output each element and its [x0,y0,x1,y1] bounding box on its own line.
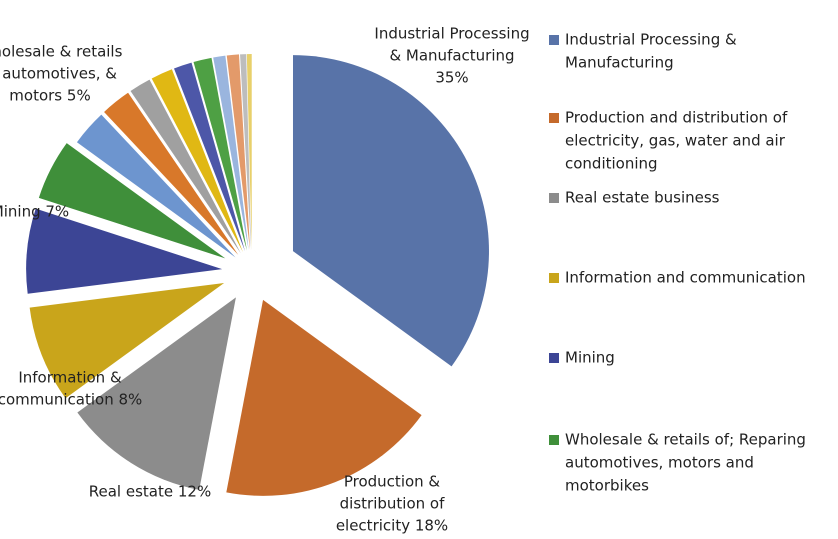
pie-slice [173,62,246,252]
legend-label: Industrial Processing & [565,31,737,49]
legend-label: automotives, motors and [565,454,754,472]
legend-label: Information and communication [565,269,806,287]
legend-label: Real estate business [565,189,720,207]
pie-slice [26,208,223,294]
pie-slice [226,299,422,496]
legend-swatch [549,273,559,283]
pie-slice [213,55,249,251]
legend-label: Manufacturing [565,54,674,72]
pie-slice [29,283,225,399]
slice-label: Information & [18,369,122,387]
pie-slice [151,69,243,252]
slice-label: distribution of [340,495,445,513]
slice-label: Mining 7% [0,203,69,221]
slice-label: Industrial Processing [374,25,529,43]
legend-label: motorbikes [565,477,649,495]
legend-swatch [549,113,559,123]
slice-label: communication 8% [0,391,142,409]
slice-label: electricity 18% [336,517,448,535]
pie-slice [246,54,252,251]
legend-swatch [549,353,559,363]
pie-slice [193,57,247,251]
pie-slice [104,92,239,255]
legend-label: Mining [565,349,615,367]
pie-slice [130,79,241,254]
slice-label: 35% [435,69,468,87]
pie-slice [77,297,236,490]
pie-slice [76,114,236,258]
pie-slice [226,54,251,251]
legend-label: Production and distribution of [565,109,788,127]
slice-label: Production & [344,473,441,491]
legend-swatch [549,193,559,203]
pie-slice [240,54,252,251]
legend-swatch [549,35,559,45]
slice-label: of automotives, & [0,65,117,83]
legend-label: electricity, gas, water and air [565,132,786,150]
slice-label: Wholesale & retails [0,43,123,61]
slice-label: & Manufacturing [389,47,514,65]
legend-label: conditioning [565,155,658,173]
pie-slice [38,143,226,259]
slice-label: Real estate 12% [89,483,211,501]
slice-label: motors 5% [9,87,90,105]
legend-swatch [549,435,559,445]
legend-label: Wholesale & retails of; Reparing [565,431,806,449]
pie-slice [292,55,489,367]
